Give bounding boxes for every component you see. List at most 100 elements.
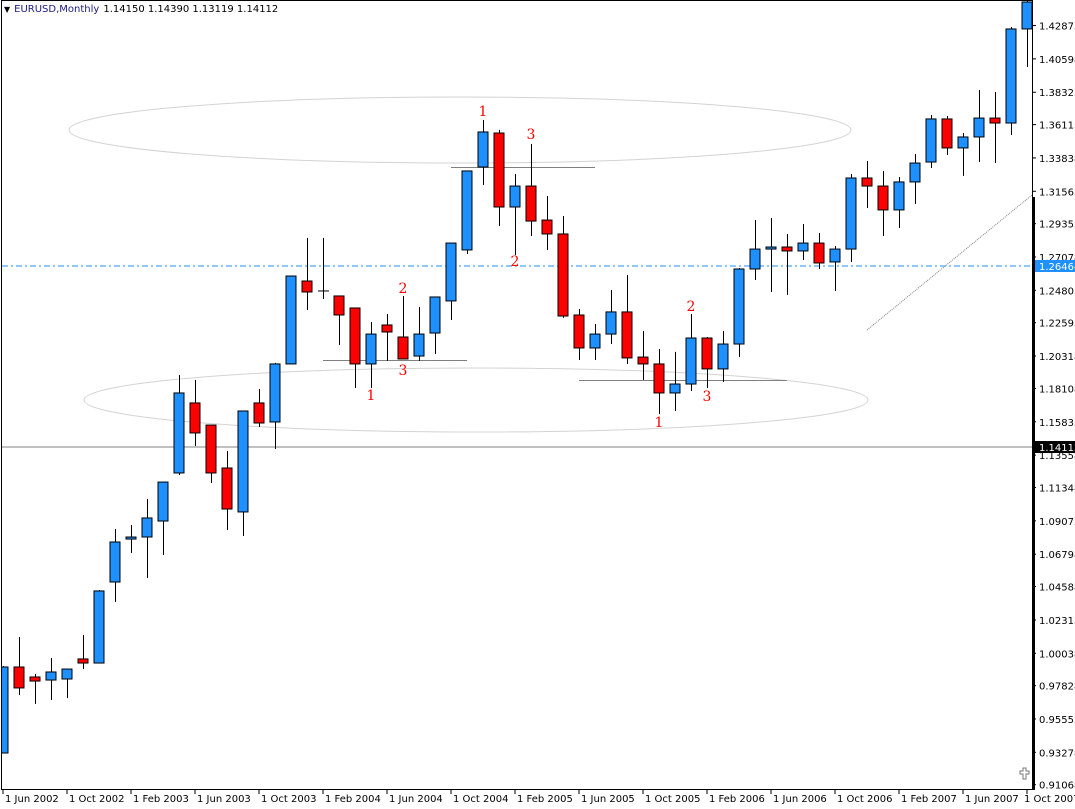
candle-aug-2002 [29,674,41,704]
x-tick-label: 1 Oct 2003 [261,794,316,805]
top-ellipse [68,96,852,164]
candle-body [349,307,361,365]
candle-jul-2002 [13,636,25,695]
y-tick-label: 0.97828 [1039,682,1075,693]
y-tick-label: 1.11348 [1039,484,1075,495]
cross-icon[interactable] [1019,767,1030,780]
candle-apr-2003 [157,481,169,556]
candle-body [541,219,553,235]
y-tick-label: 1.02313 [1039,616,1075,627]
candle-jan-2007 [877,170,889,237]
candle-body [765,246,777,250]
candle-body [781,246,793,252]
wave-label: 1 [479,104,488,120]
x-tick-label: 1 Feb 2003 [133,794,189,805]
bottom-ellipse [83,367,869,433]
candle-body [493,132,505,208]
y-tick-label: 1.20318 [1039,352,1075,363]
candle-body [285,275,297,365]
wave-label: 1 [367,388,376,404]
candle-body [77,658,89,664]
candle-feb-2007 [893,176,905,228]
chart-header: ▼ EURUSD,Monthly 1.14150 1.14390 1.13119… [4,4,278,15]
candle-body [877,185,889,211]
candle-jan-2004 [301,237,313,311]
candle-body [589,333,601,349]
y-tick-label: 1.04588 [1039,583,1075,594]
candle-oct-2002 [61,668,73,699]
y-tick-label: 1.22593 [1039,319,1075,330]
x-tick-label: 1 Oct 2005 [645,794,700,805]
candle-body [925,118,937,163]
candle-body [621,311,633,359]
candle-body [509,185,521,208]
candle-dec-2005 [669,351,681,411]
y-tick-label: 1.27078 [1039,253,1075,264]
candle-nov-2005 [653,349,665,415]
candle-apr-2007 [925,114,937,169]
candle-mar-2006 [717,330,729,382]
wave-label: 3 [527,127,536,143]
candle-jun-2002 [2,665,9,754]
candle-oct-2006 [829,245,841,291]
candle-body [237,410,249,513]
price-label-box [1035,260,1075,272]
candle-jun-2003 [189,379,201,447]
candle-body [909,162,921,183]
candle-dec-2004 [477,119,489,186]
candle-body [957,136,969,149]
candle-jan-2005 [493,129,505,227]
x-tick-label: 1 Oct 2006 [837,794,892,805]
candle-body [445,242,457,302]
candle-oct-2003 [253,389,265,427]
candle-body [173,392,185,474]
candle-body [797,242,809,252]
wave-label: 3 [703,389,712,405]
candle-aug-2005 [605,289,617,345]
candle-body [557,233,569,317]
y-tick-label: 0.93278 [1039,748,1075,759]
y-tick-label: 1.42873 [1039,22,1075,33]
x-tick-label: 1 Oct 2004 [453,794,508,805]
candle-body [429,296,441,334]
wave-label: 2 [511,254,520,270]
wave-label: 1 [655,415,664,431]
candle-body [61,668,73,680]
y-tick-label: 1.00038 [1039,649,1075,660]
x-tick-label: 1 Feb 2004 [325,794,381,805]
candle-body [413,333,425,357]
symbol-timeframe: EURUSD,Monthly [14,4,100,15]
triangle-down-icon[interactable]: ▼ [4,5,11,14]
candle-nov-2004 [461,170,473,255]
candle-body [269,363,281,423]
candle-body [381,324,393,333]
candle-jul-2007 [973,90,985,163]
x-tick-label: 1 Feb 2005 [517,794,573,805]
price-label-box [1035,441,1075,454]
candle-feb-2005 [509,174,521,256]
candle-body [701,337,713,370]
candle-may-2007 [941,116,953,155]
y-tick-label: 1.33838 [1039,154,1075,165]
candle-oct-2007 [1021,1,1032,68]
y-tick-label: 1.15833 [1039,418,1075,429]
candle-dec-2006 [861,160,873,209]
y-tick-label: 1.29353 [1039,220,1075,231]
candle-body [1005,28,1017,124]
x-tick-label: 1 Jun 2005 [581,794,635,805]
candle-mar-2004 [333,295,345,346]
candle-may-2006 [749,220,761,280]
candle-body [845,177,857,250]
candle-body [189,402,201,434]
candle-jan-2003 [109,528,121,602]
y-tick-label: 1.13558 [1039,451,1075,462]
candle-may-2005 [557,215,569,318]
candle-jun-2006 [765,217,777,292]
candle-feb-2006 [701,336,713,388]
y-tick-label: 1.06798 [1039,550,1075,561]
y-tick-label: 1.18108 [1039,384,1075,395]
candle-aug-2006 [797,224,809,261]
candle-body [333,295,345,316]
candle-body [653,363,665,394]
